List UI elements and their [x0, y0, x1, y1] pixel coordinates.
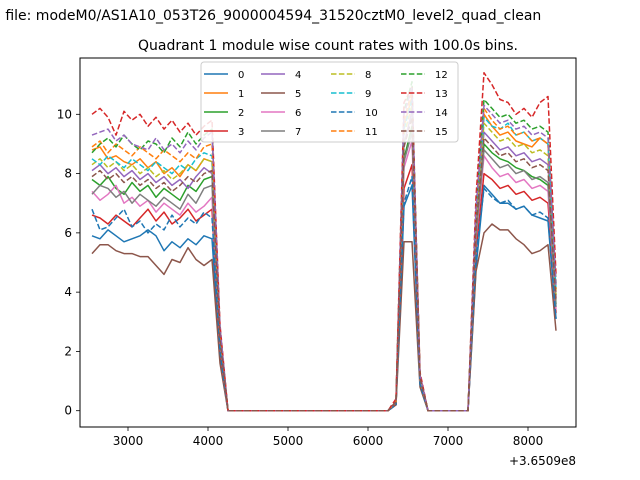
legend-label-15: 15	[435, 127, 448, 138]
legend-label-13: 13	[435, 89, 448, 100]
y-axis: 0 2 4 6 8 10	[57, 107, 80, 418]
legend-label-8: 8	[365, 70, 371, 81]
legend-label-12: 12	[435, 70, 448, 81]
series-line-15	[91, 116, 557, 412]
legend-label-2: 2	[238, 108, 244, 119]
x-axis-offset-label: +3.6509e8	[509, 454, 576, 468]
series-line-13	[91, 72, 557, 412]
x-tick-label-4000: 4000	[193, 434, 224, 448]
y-tick-label-6: 6	[64, 226, 72, 240]
x-tick-label-3000: 3000	[113, 434, 144, 448]
plot-lines	[91, 72, 557, 412]
legend-label-4: 4	[295, 70, 301, 81]
chart-title: Quadrant 1 module wise count rates with …	[138, 38, 518, 54]
legend-label-7: 7	[295, 127, 301, 138]
y-tick-label-8: 8	[64, 167, 72, 181]
legend-label-14: 14	[435, 108, 448, 119]
y-tick-label-4: 4	[64, 285, 72, 299]
legend-label-0: 0	[238, 70, 244, 81]
x-tick-label-5000: 5000	[273, 434, 304, 448]
legend-box	[200, 61, 459, 143]
y-tick-label-10: 10	[57, 107, 72, 121]
legend-label-11: 11	[365, 127, 378, 138]
legend-label-6: 6	[295, 108, 301, 119]
legend-label-3: 3	[238, 127, 244, 138]
x-tick-label-8000: 8000	[513, 434, 544, 448]
y-tick-label-0: 0	[64, 404, 72, 418]
y-tick-label-2: 2	[64, 344, 72, 358]
axes-frame	[79, 57, 577, 428]
legend-label-10: 10	[365, 108, 378, 119]
x-tick-label-6000: 6000	[353, 434, 384, 448]
figure-suptitle: n file: modeM0/AS1A10_053T26_9000004594_…	[0, 8, 541, 24]
legend-label-1: 1	[238, 89, 244, 100]
legend-label-9: 9	[365, 89, 371, 100]
x-axis: 3000 4000 5000 6000 7000 8000	[113, 427, 544, 448]
legend-label-5: 5	[295, 89, 301, 100]
x-tick-label-7000: 7000	[433, 434, 464, 448]
